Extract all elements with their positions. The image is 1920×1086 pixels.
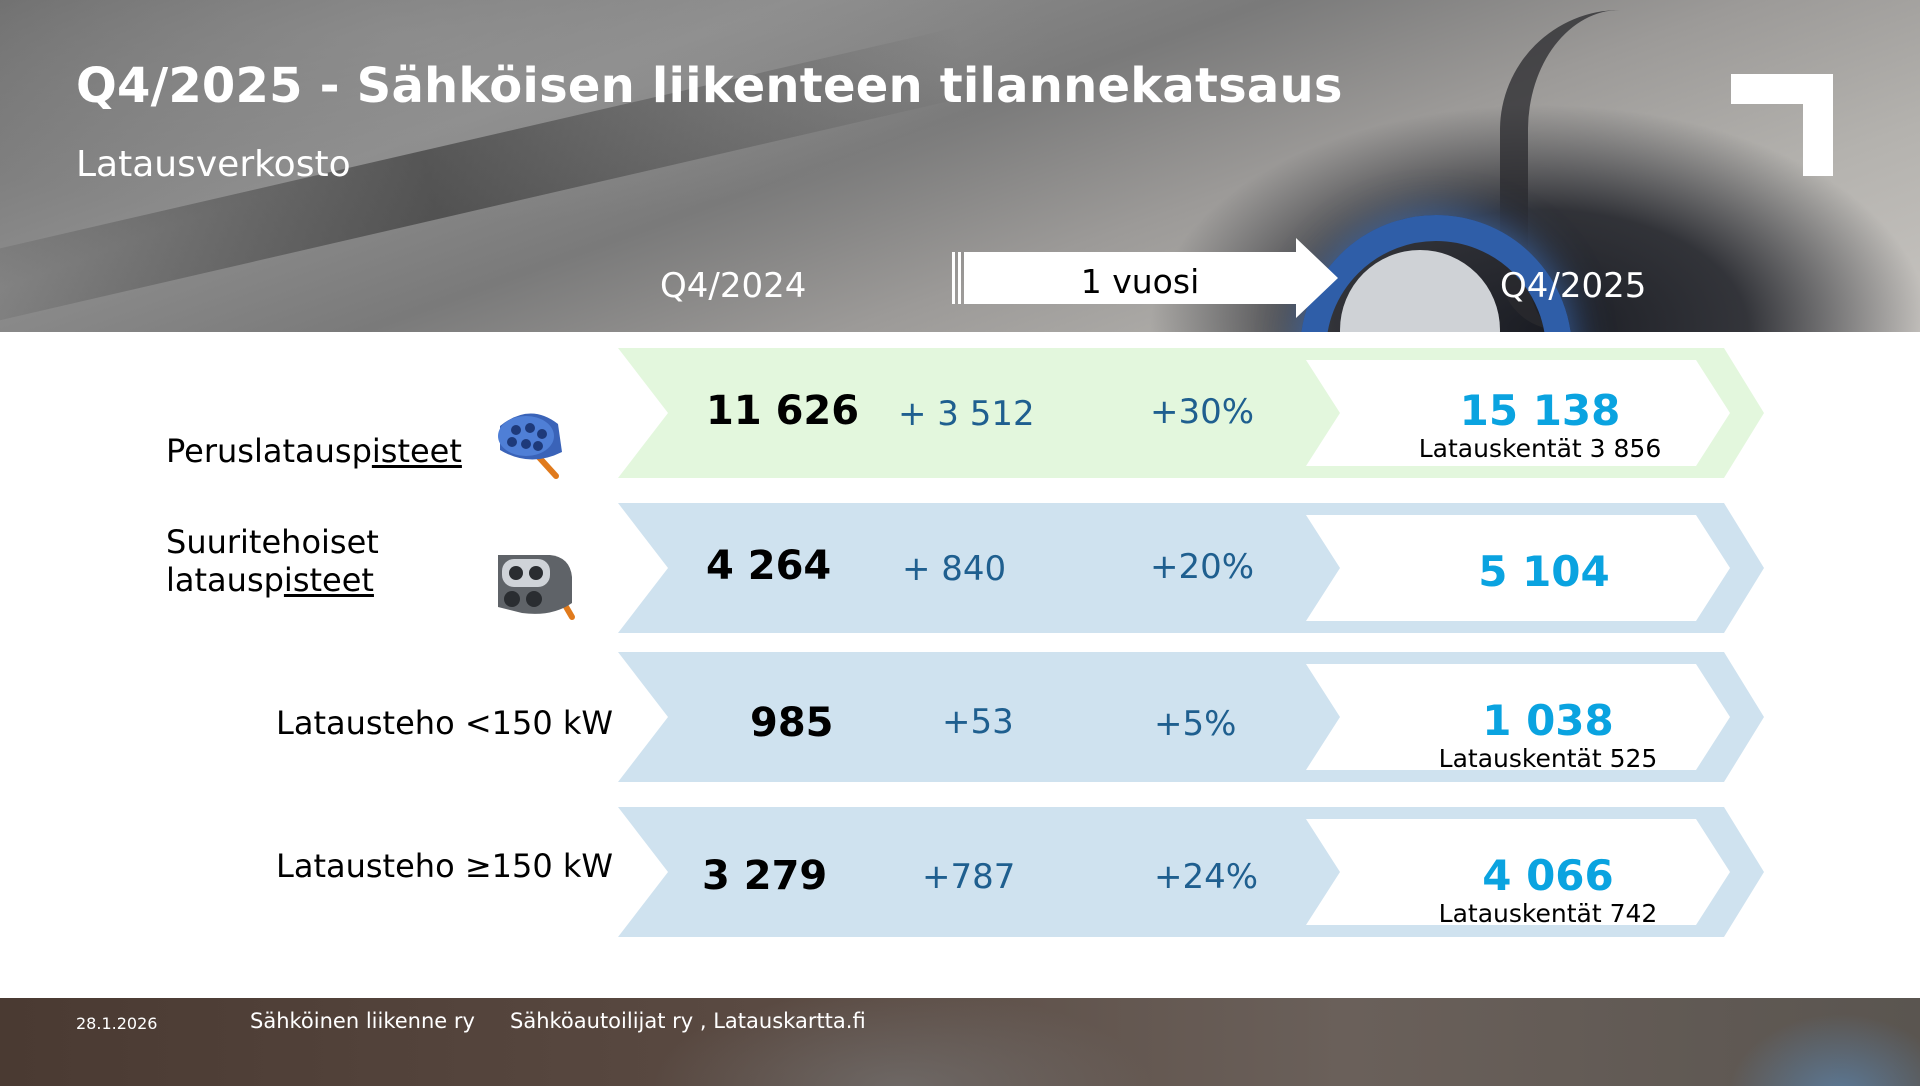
value-previous: 11 626 [706, 388, 860, 434]
value-previous: 4 264 [706, 543, 832, 589]
year-arrow-icon [952, 238, 1338, 318]
row-power-under-150kw: Lataustehо <150 kW 985 +53 +5% 1 038 Lat… [0, 652, 1920, 782]
value-change-pct: +24% [1154, 857, 1259, 897]
value-current: 4 066 [1482, 851, 1614, 900]
row-label: Peruslatauspisteet [166, 432, 462, 470]
value-change: +53 [942, 702, 1014, 742]
row-band [618, 503, 1764, 633]
row-band [618, 807, 1764, 937]
row-label: Lataustehо <150 kW [276, 704, 614, 742]
footer-source-2: Sähköautoilijat ry , Latauskartta.fi [510, 1009, 866, 1033]
corner-logo-icon [1731, 74, 1833, 176]
footer: 28.1.2026 Sähköinen liikenne ry Sähköaut… [0, 998, 1920, 1086]
row-band [618, 652, 1764, 782]
charging-fields: Latauskentät 3 856 [1418, 434, 1662, 463]
row-power-over-150kw: Lataustehо ≥150 kW 3 279 +787 +24% 4 066… [0, 807, 1920, 937]
value-change: + 840 [902, 549, 1007, 589]
value-change-pct: +30% [1150, 392, 1255, 432]
value-current: 1 038 [1482, 696, 1614, 745]
charging-fields: Latauskentät 525 [1438, 744, 1658, 773]
page-subtitle: Latausverkosto [76, 144, 351, 185]
footer-source-1: Sähköinen liikenne ry [250, 1009, 475, 1033]
value-previous: 985 [750, 700, 834, 746]
period-previous: Q4/2024 [660, 266, 807, 306]
value-current: 5 104 [1478, 547, 1610, 596]
row-high-power-charging-points: Suuritehoiset latauspisteet 4 264 + 840 … [0, 503, 1920, 633]
value-change-pct: +5% [1154, 704, 1237, 744]
type2-connector-icon [498, 413, 562, 479]
page-title: Q4/2025 - Sähköisen liikenteen tilanneka… [76, 58, 1343, 114]
value-change: +787 [922, 857, 1016, 897]
charging-fields: Latauskentät 742 [1438, 899, 1658, 928]
period-change-label: 1 vuosi [1080, 262, 1200, 301]
row-label: Suuritehoiset latauspisteet [166, 523, 379, 599]
value-previous: 3 279 [702, 853, 828, 899]
value-change: + 3 512 [898, 394, 1035, 434]
footer-date: 28.1.2026 [76, 1014, 158, 1033]
row-label: Lataustehо ≥150 kW [276, 847, 614, 885]
ccs-connector-icon [498, 555, 575, 620]
value-current: 15 138 [1459, 386, 1621, 435]
row-basic-charging-points: Peruslatauspisteet 11 626 + 3 512 +30% 1… [0, 348, 1920, 479]
period-current: Q4/2025 [1500, 266, 1647, 306]
row-band [618, 348, 1764, 478]
value-change-pct: +20% [1150, 547, 1255, 587]
